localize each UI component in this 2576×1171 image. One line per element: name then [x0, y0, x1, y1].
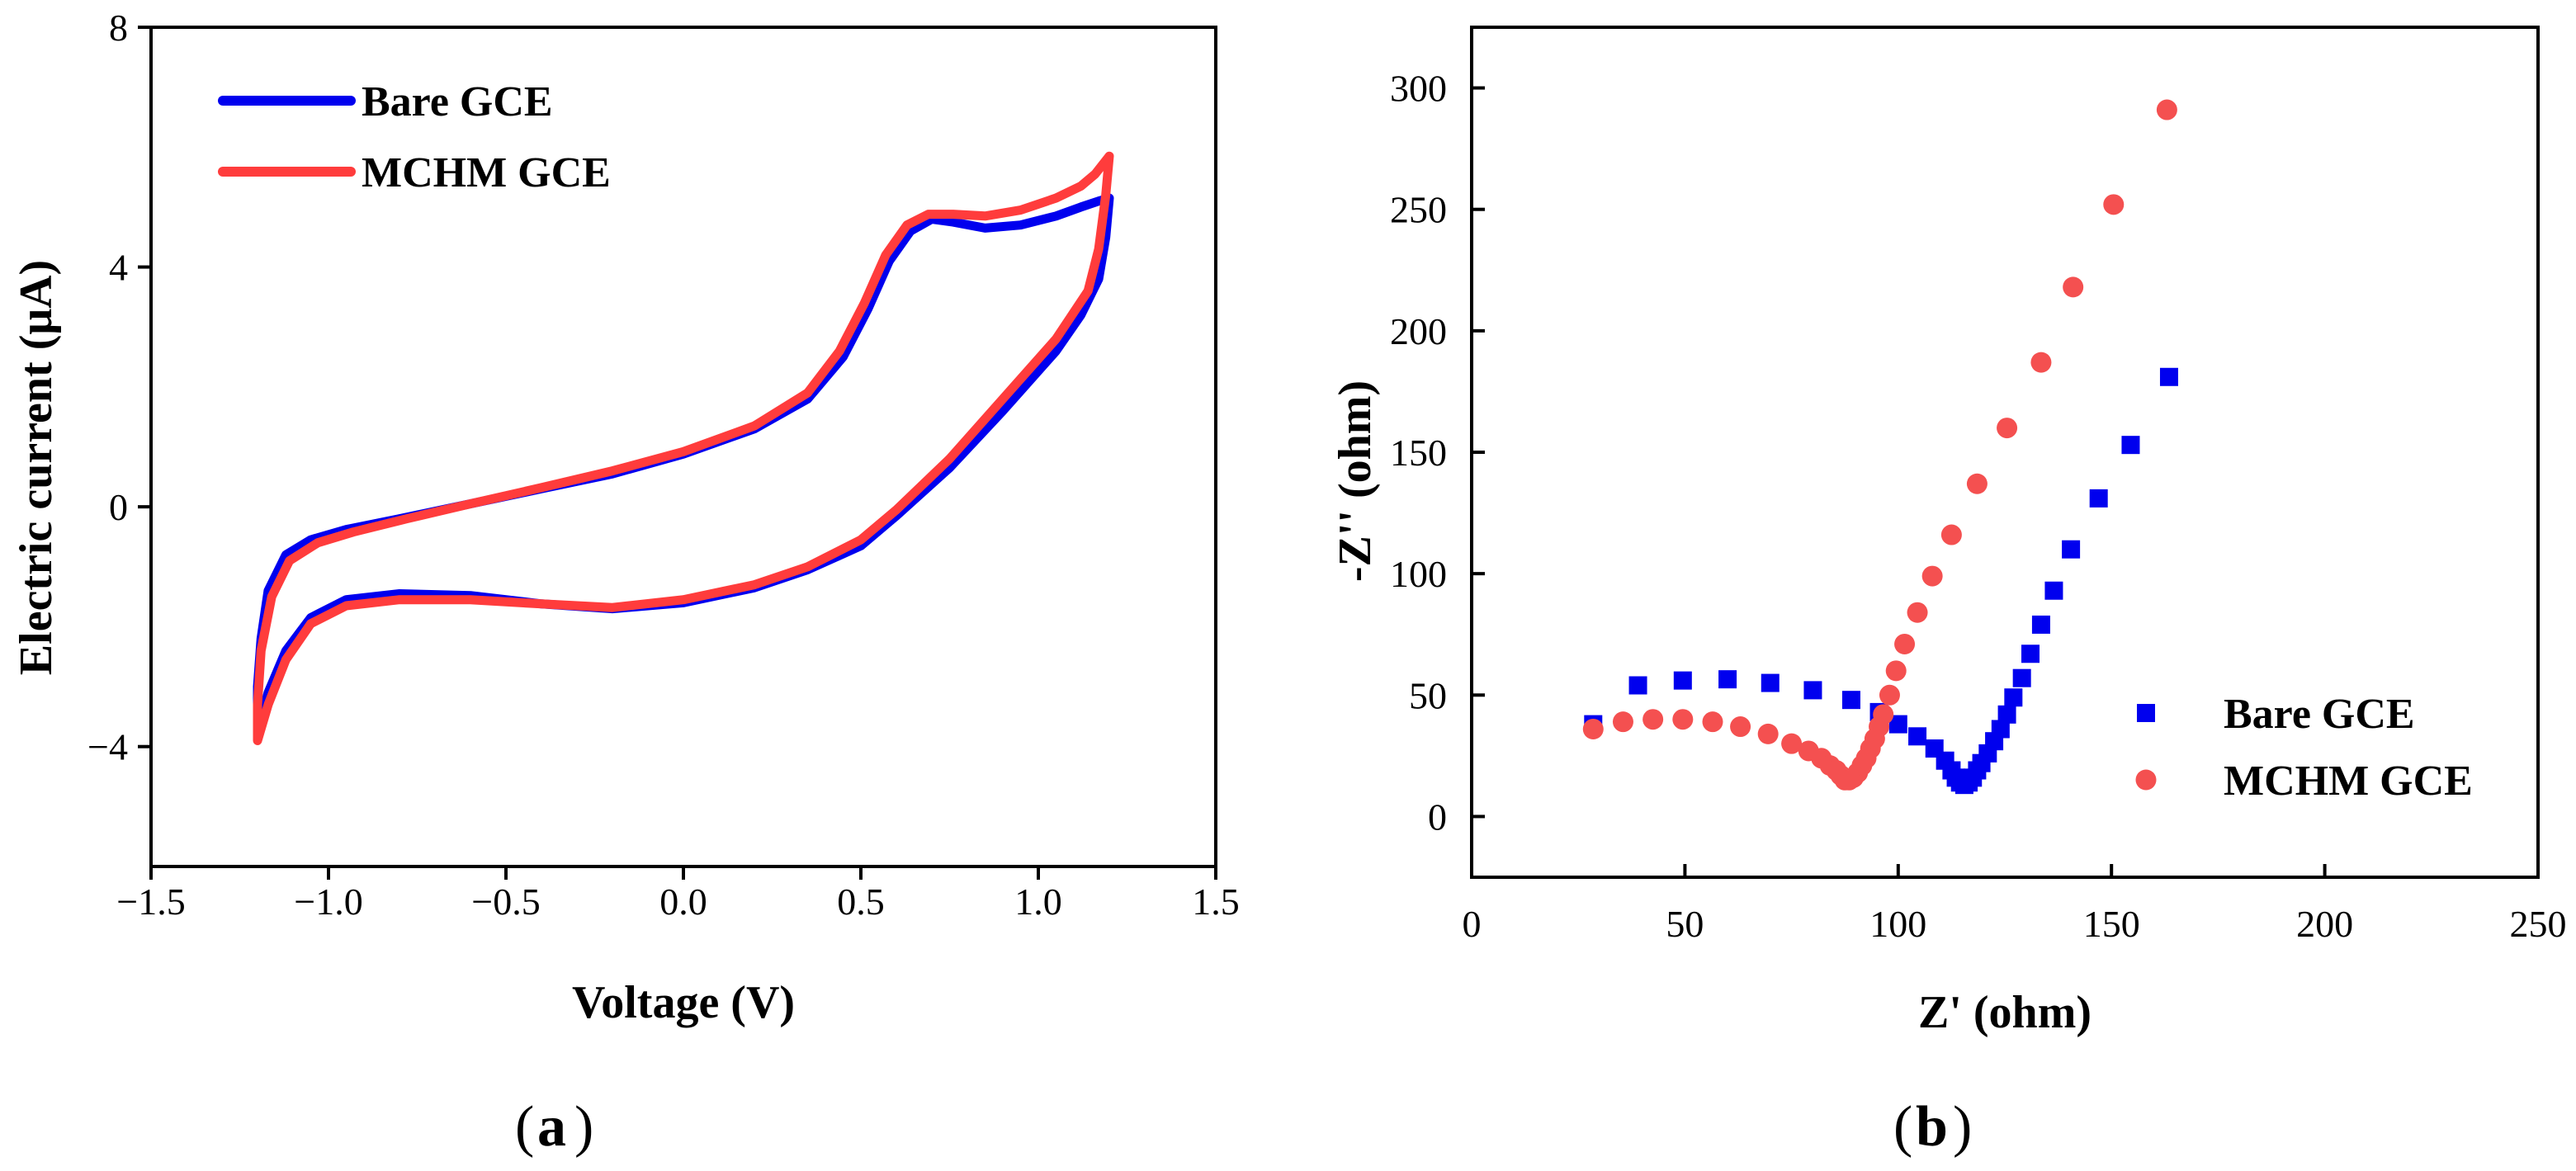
y-tick-label: 150 [1390, 432, 1447, 474]
series-line-mchm-gce [253, 151, 1114, 745]
x-tick-label: 250 [2510, 903, 2567, 945]
legend-label-mchm-gce: MCHM GCE [2224, 758, 2473, 805]
y-tick-label: −4 [87, 726, 128, 768]
data-point-mchm-gce [1672, 709, 1694, 730]
data-point-mchm-gce [1885, 660, 1907, 682]
data-point-mchm-gce [1730, 716, 1751, 738]
data-point-mchm-gce [1702, 711, 1723, 733]
data-point-bare-gce [1803, 681, 1822, 700]
data-point-mchm-gce [1642, 709, 1664, 730]
data-point-bare-gce [2159, 367, 2178, 386]
data-point-bare-gce [1888, 715, 1907, 734]
x-tick-label: 0.5 [837, 881, 885, 923]
y-tick-label: 50 [1409, 674, 1447, 716]
x-tick-label: 1.0 [1014, 881, 1062, 923]
data-point-bare-gce [1997, 705, 2016, 724]
legend-label-bare-gce: Bare GCE [362, 78, 553, 125]
data-point-mchm-gce [2156, 99, 2177, 120]
x-tick-label: −0.5 [471, 881, 540, 923]
x-tick-label: 200 [2296, 903, 2353, 945]
panel-a-label: a [537, 1095, 566, 1159]
data-point-mchm-gce [1894, 633, 1916, 654]
y-axis-label: Electric current (μA) [11, 260, 62, 675]
panel-a-label-open: ( [515, 1095, 534, 1159]
data-point-bare-gce [1673, 671, 1692, 690]
legend-label-mchm-gce: MCHM GCE [362, 149, 611, 196]
x-tick-label: 0 [1463, 903, 1482, 945]
data-point-mchm-gce [1907, 602, 1928, 623]
data-point-mchm-gce [1757, 723, 1779, 744]
x-tick-label: 150 [2083, 903, 2140, 945]
y-tick-label: 300 [1390, 68, 1447, 110]
y-tick-label: 250 [1390, 189, 1447, 231]
plot-frame [1470, 26, 2540, 879]
legend-label-bare-gce: Bare GCE [2224, 691, 2415, 738]
data-point-bare-gce [1841, 691, 1860, 710]
data-point-bare-gce [2121, 436, 2140, 455]
x-tick-label: 1.5 [1192, 881, 1240, 923]
data-point-bare-gce [2031, 615, 2050, 634]
x-tick-label: 100 [1869, 903, 1926, 945]
data-point-mchm-gce [2063, 276, 2084, 298]
panel-b-label: b [1916, 1095, 1948, 1159]
data-point-bare-gce [2062, 540, 2081, 559]
data-point-mchm-gce [1921, 565, 1943, 587]
y-tick-label: 8 [109, 7, 128, 49]
data-point-mchm-gce [1879, 684, 1900, 706]
data-point-bare-gce [1628, 676, 1647, 695]
x-tick-label: −1.5 [116, 881, 185, 923]
data-point-mchm-gce [2103, 194, 2125, 215]
data-point-mchm-gce [1582, 718, 1604, 739]
panel-b-label-close: ) [1953, 1095, 1972, 1159]
data-point-mchm-gce [2030, 352, 2052, 373]
panel-b-label-open: ( [1893, 1095, 1912, 1159]
y-tick-label: 0 [1428, 796, 1447, 838]
y-axis-label: -Z'' (ohm) [1330, 380, 1381, 582]
x-axis-label: Voltage (V) [572, 977, 795, 1028]
x-tick-label: 50 [1666, 903, 1704, 945]
x-tick-label: −1.0 [294, 881, 362, 923]
legend-marker-bare-gce [2137, 704, 2155, 722]
data-point-bare-gce [1718, 670, 1737, 689]
series-line-bare-gce [253, 193, 1114, 737]
data-point-mchm-gce [1940, 524, 1962, 545]
panel-a-chart: −1.5 −1.0 −0.5 0.0 0.5 1.0 1.5 −4 0 4 8 Voltage (V)… [11, 7, 1240, 1028]
x-tick-label: 0.0 [659, 881, 707, 923]
data-point-mchm-gce [1966, 473, 1988, 494]
y-tick-label: 4 [109, 247, 128, 289]
data-point-bare-gce [1991, 720, 2010, 739]
data-point-mchm-gce [1997, 418, 2018, 439]
data-point-bare-gce [2004, 688, 2023, 707]
data-point-mchm-gce [1873, 704, 1894, 725]
data-point-bare-gce [2044, 581, 2063, 600]
data-point-bare-gce [1908, 727, 1927, 746]
data-point-bare-gce [2089, 489, 2108, 508]
panel-a-label-close: ) [574, 1095, 593, 1159]
panel-b-chart: 0 50 100 150 200 250 0 50 100 150 200 250 300 Z' (ohm… [1330, 26, 2567, 1038]
data-point-bare-gce [2012, 668, 2031, 687]
x-axis-label: Z' (ohm) [1918, 987, 2092, 1038]
y-tick-label: 200 [1390, 310, 1447, 352]
data-point-bare-gce [2021, 645, 2040, 663]
legend-marker-mchm-gce [2135, 769, 2157, 791]
data-point-bare-gce [1761, 673, 1780, 692]
data-point-mchm-gce [1612, 711, 1633, 733]
y-tick-label: 0 [109, 486, 128, 528]
y-tick-label: 100 [1390, 553, 1447, 595]
data-point-mchm-gce [1781, 733, 1803, 754]
